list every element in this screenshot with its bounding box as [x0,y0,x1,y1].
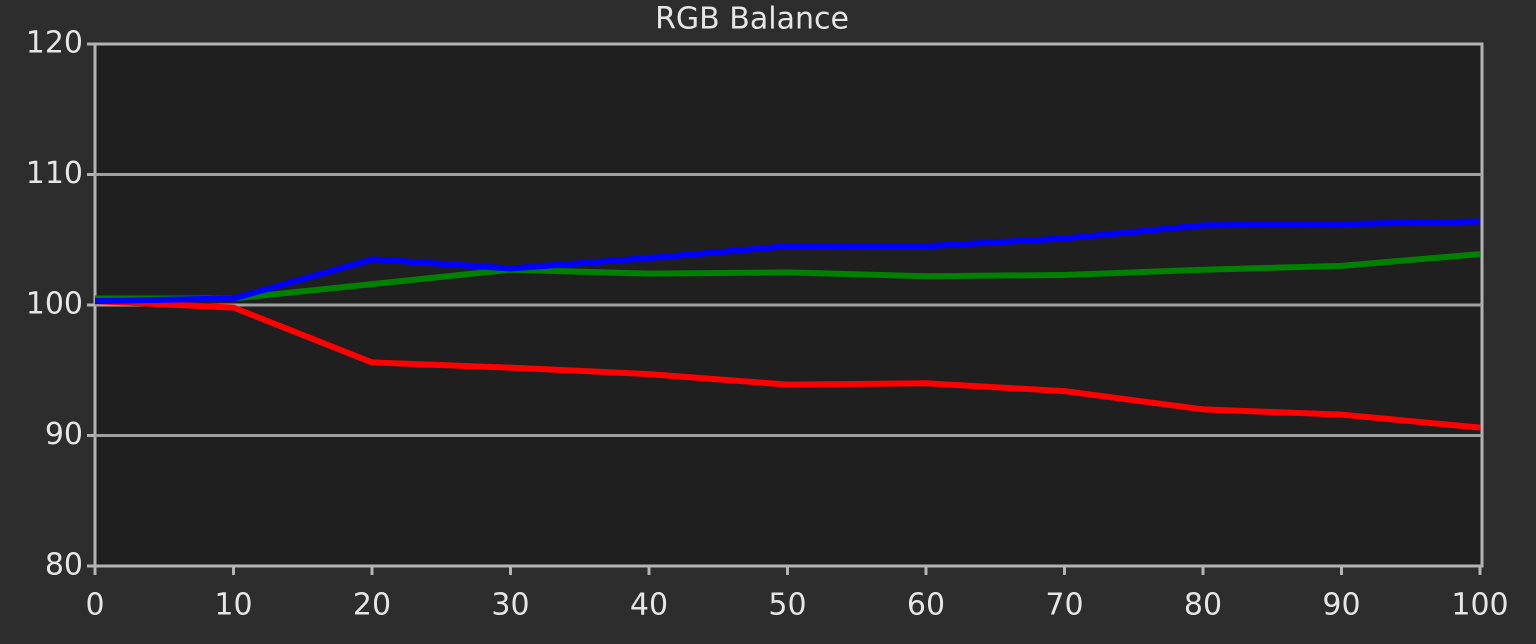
y-tick-label: 90 [45,417,83,452]
data-line [94,298,1481,431]
x-tick-label: 80 [1184,588,1222,623]
x-tick-label: 30 [491,588,529,623]
y-tick-label: 80 [45,548,83,583]
x-tick-label: 10 [214,588,252,623]
y-tick-label: 110 [26,156,83,191]
x-tick-label: 100 [1451,588,1508,623]
x-tick-label: 90 [1322,588,1360,623]
x-tick-label: 20 [353,588,391,623]
data-line [94,218,1481,305]
x-tick-label: 50 [768,588,806,623]
x-tick-label: 40 [630,588,668,623]
chart-title: RGB Balance [655,2,849,37]
data-line [95,251,1481,302]
y-tick-label: 120 [26,26,83,61]
y-tick-label: 100 [26,287,83,322]
x-tick-label: 0 [85,588,104,623]
x-tick-label: 60 [907,588,945,623]
x-tick-label: 70 [1045,588,1083,623]
